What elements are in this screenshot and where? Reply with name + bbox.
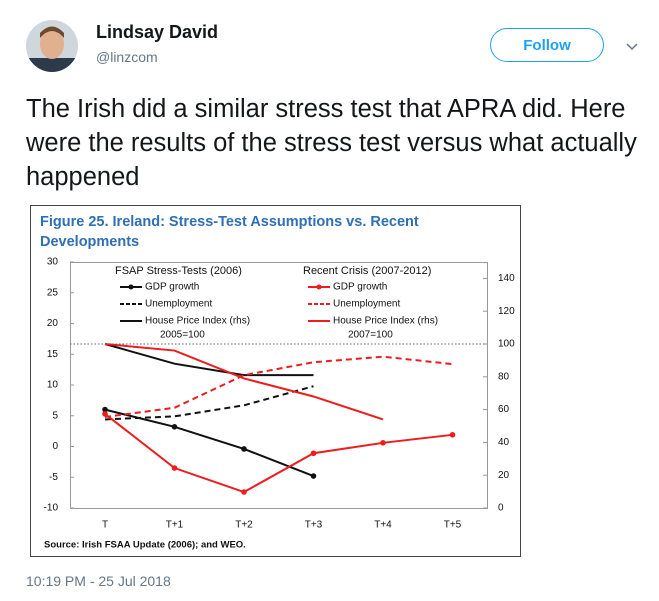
y-tick-label: 25 (47, 287, 59, 298)
series-line (104, 343, 384, 421)
y2-tick-label: 40 (498, 437, 510, 448)
y2-tick-label: 20 (498, 470, 510, 481)
legend-group-title: Recent Crisis (2007-2012) (303, 265, 431, 277)
legend-label: Unemployment (145, 299, 212, 310)
series-line (104, 385, 314, 421)
y2-tick-label: 120 (498, 306, 515, 317)
legend-group-title: FSAP Stress-Tests (2006) (115, 265, 242, 277)
timestamp[interactable]: 10:19 PM - 25 Jul 2018 (26, 573, 171, 589)
avatar[interactable] (26, 20, 78, 78)
legend-marker (316, 284, 322, 290)
tweet-text: The Irish did a similar stress test that… (26, 95, 637, 191)
x-tick-label: T (102, 520, 108, 531)
series-marker (102, 411, 108, 417)
y2-tick-label: 80 (498, 371, 510, 382)
y-tick-label: -10 (44, 503, 59, 514)
y-tick-label: 20 (47, 318, 59, 329)
legend-note: 2005=100 (160, 330, 205, 341)
y2-tick-label: 100 (498, 339, 515, 350)
y-tick-label: 15 (47, 349, 59, 360)
series-line (104, 355, 453, 418)
caret[interactable] (626, 43, 638, 51)
y2-tick-label: 0 (498, 503, 504, 514)
user-name[interactable]: Lindsay David (96, 22, 219, 42)
series-line (104, 343, 314, 377)
series-marker (241, 489, 247, 495)
series-marker (380, 440, 386, 446)
legend-label: GDP growth (333, 282, 387, 293)
x-tick-label: T+1 (166, 520, 184, 531)
user-handle[interactable]: @linzcom (96, 49, 158, 65)
legend-note: 2007=100 (348, 330, 393, 341)
series-marker (102, 406, 108, 413)
series-marker (171, 424, 178, 430)
y-tick-label: 10 (47, 380, 59, 391)
x-tick-label: T+5 (444, 520, 462, 531)
series-marker (171, 465, 178, 471)
x-tick-label: T+2 (235, 520, 253, 531)
y-tick-label: 5 (52, 410, 58, 421)
y-tick-label: 30 (47, 257, 59, 268)
y2-tick-label: 60 (498, 404, 510, 415)
legend-marker (128, 284, 134, 290)
chart-source: Source: Irish FSAA Update (2006); and WE… (44, 540, 246, 551)
y2-tick-label: 140 (498, 273, 515, 284)
chart-title: Figure 25. Ireland: Stress-Test Assumpti… (40, 214, 419, 250)
x-tick-label: T+4 (374, 520, 392, 531)
series-marker (310, 450, 317, 457)
chart-frame (30, 205, 521, 557)
legend-label: GDP growth (145, 282, 199, 293)
series-marker (449, 432, 456, 438)
series-line (104, 413, 453, 494)
x-tick-label: T+3 (305, 520, 323, 531)
y-tick-label: -5 (49, 472, 58, 483)
legend-label: Unemployment (333, 299, 400, 310)
legend-label: House Price Index (rhs) (145, 316, 250, 327)
legend-label: House Price Index (rhs) (333, 316, 438, 327)
follow-button[interactable]: Follow (490, 28, 604, 62)
y-tick-label: 0 (52, 441, 58, 452)
series-marker (310, 473, 317, 479)
series-marker (241, 446, 247, 452)
